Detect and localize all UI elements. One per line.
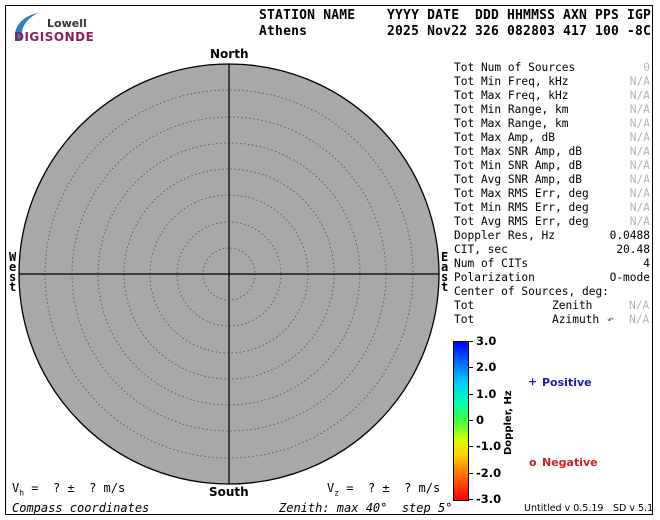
header-date-label: YYYY DATE xyxy=(387,8,460,23)
stat-value: N/A xyxy=(629,75,650,88)
stat-label: Tot Max Amp, dB xyxy=(454,131,556,144)
stat-label: Tot Max Freq, kHz xyxy=(454,89,569,102)
stat-label: Polarization xyxy=(454,271,535,284)
plot-frame xyxy=(5,5,653,515)
header-axn-value: 417 xyxy=(563,24,588,39)
stat-label: Tot Max SNR Amp, dB xyxy=(454,145,582,158)
stat-value: N/A xyxy=(629,215,650,228)
scale-tick-label: 1.0 xyxy=(476,386,497,401)
stat-label: Tot Max Range, km xyxy=(454,117,569,130)
stat-label: CIT, sec xyxy=(454,243,508,256)
stat-value: N/A xyxy=(629,187,650,200)
legend-positive-symbol: + xyxy=(528,375,538,388)
vz-readout: Vz = ? ± ? m/s xyxy=(327,481,441,498)
header-pps-value: 100 xyxy=(595,24,620,39)
stat-label: Doppler Res, Hz xyxy=(454,229,556,242)
scale-tick-label: -2.0 xyxy=(476,465,502,480)
header-axn-label: AXN xyxy=(563,8,588,23)
vh-readout: Vh = ? ± ? m/s xyxy=(12,481,126,498)
stat-value: N/A xyxy=(629,159,650,172)
logo-swoosh-icon xyxy=(15,13,38,40)
stat-label: Tot Max RMS Err, deg xyxy=(454,187,589,200)
stat-value: N/A xyxy=(629,103,650,116)
scale-tick-label: 3.0 xyxy=(476,334,497,348)
scale-tick-mark xyxy=(469,499,473,500)
skymap-plot xyxy=(18,63,440,485)
stat-value: 0.0488 xyxy=(609,229,650,242)
footer-zenith-info: Zenith: max 40° step 5° xyxy=(279,501,453,515)
header-time-label: HHMMSS xyxy=(507,8,556,23)
zenith-value: N/A xyxy=(629,299,650,312)
scale-tick-mark xyxy=(469,420,473,421)
footer-sd-version: SD v 5.1 xyxy=(613,503,654,514)
header-station-label: STATION NAME xyxy=(259,8,356,23)
scale-tick-label: -3.0 xyxy=(476,492,502,506)
center-title: Center of Sources, deg: xyxy=(454,285,609,298)
compass-north: North xyxy=(210,47,249,61)
stat-label: Num of CITs xyxy=(454,257,529,270)
compass-east: East xyxy=(441,250,449,294)
header-pps-label: PPS xyxy=(595,8,620,23)
doppler-colorbar xyxy=(453,341,469,501)
azimuth-tot-label: Tot xyxy=(454,313,475,326)
compass-west: West xyxy=(9,250,17,294)
scale-tick-label: 0 xyxy=(476,413,485,427)
compass-south: South xyxy=(209,485,249,499)
header-time-value: 082803 xyxy=(507,24,556,39)
scale-tick-mark xyxy=(469,367,473,369)
stat-value: N/A xyxy=(629,173,650,186)
scale-tick-mark xyxy=(469,472,473,474)
scale-tick-mark xyxy=(469,393,473,395)
scale-tick-mark xyxy=(469,341,473,342)
azimuth-value: N/A xyxy=(629,313,650,326)
doppler-title: Doppler, Hz xyxy=(503,390,514,455)
stat-value: N/A xyxy=(629,201,650,214)
scale-tick-mark xyxy=(469,446,473,448)
footer-version: Untitled v 0.5.19 xyxy=(524,503,604,514)
header-igp-label: IGP xyxy=(627,8,652,23)
scale-tick-label: 2.0 xyxy=(476,360,497,375)
legend-negative-symbol: o xyxy=(529,456,537,469)
legend-negative-label: Negative xyxy=(542,456,598,469)
logo-lowell: Lowell xyxy=(47,17,87,30)
stat-value: O-mode xyxy=(609,271,650,284)
stat-value: N/A xyxy=(629,117,650,130)
header-ddd-value: 326 xyxy=(475,24,500,39)
stat-label: Tot Min Range, km xyxy=(454,103,569,116)
stat-label: Tot Min Freq, kHz xyxy=(454,75,569,88)
legend-positive-label: Positive xyxy=(542,376,592,389)
stat-label: Tot Avg SNR Amp, dB xyxy=(454,173,582,186)
azimuth-name: Azimuth xyxy=(552,313,600,326)
azimuth-arrow-icon: ↶ xyxy=(607,313,614,326)
header-ddd-label: DDD xyxy=(475,8,500,23)
logo-digisonde: DIGISONDE xyxy=(14,30,95,44)
header-igp-value: -8C xyxy=(627,24,652,39)
stat-value: 0 xyxy=(643,61,650,74)
stat-value: 4 xyxy=(643,257,650,270)
header-station-value: Athens xyxy=(259,24,308,39)
stat-value: N/A xyxy=(629,131,650,144)
stat-label: Tot Avg RMS Err, deg xyxy=(454,215,589,228)
footer-compass-coordinates: Compass coordinates xyxy=(12,501,150,515)
zenith-tot-label: Tot xyxy=(454,299,475,312)
stat-value: 20.48 xyxy=(616,243,650,256)
header-date-value: 2025 Nov22 xyxy=(387,24,468,39)
scale-tick-label: -1.0 xyxy=(476,439,502,454)
stat-value: N/A xyxy=(629,145,650,158)
stat-label: Tot Min RMS Err, deg xyxy=(454,201,589,214)
zenith-name: Zenith xyxy=(552,299,593,312)
stat-label: Tot Min SNR Amp, dB xyxy=(454,159,582,172)
stat-value: N/A xyxy=(629,89,650,102)
stat-label: Tot Num of Sources xyxy=(454,61,576,74)
